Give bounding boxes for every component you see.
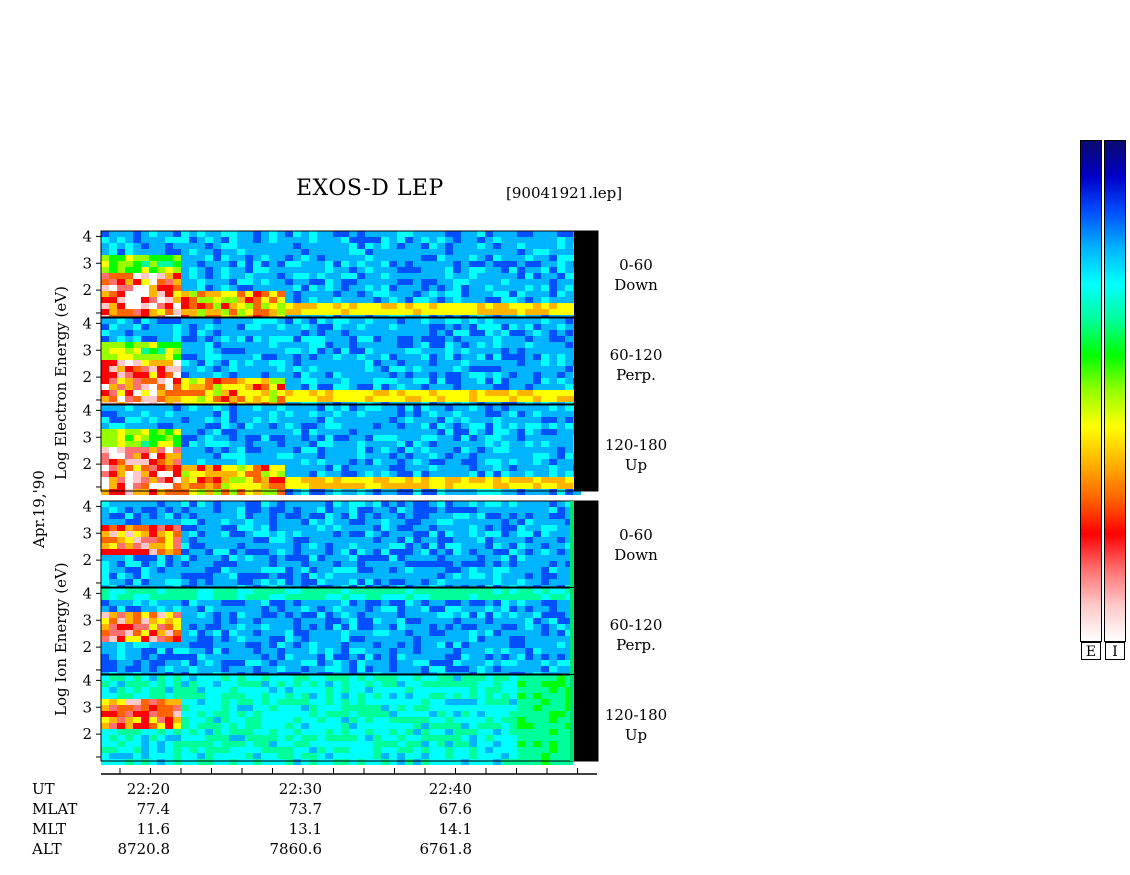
y-tick-label: 3: [82, 698, 92, 716]
spectrogram-panel-3: [100, 404, 599, 495]
y-tick-label: 2: [82, 281, 92, 299]
date-label: Apr.19,'90: [30, 470, 48, 548]
panel-3-direction: Up: [624, 456, 648, 474]
row-label-alt: ALT: [32, 840, 62, 858]
alt-value: 8720.8: [117, 840, 171, 858]
panel-5-angle: 60-120: [609, 616, 663, 634]
mlat-value: 73.7: [288, 800, 322, 818]
panel-2-angle: 60-120: [609, 346, 663, 364]
file-name: [90041921.lep]: [506, 184, 623, 202]
y-tick-label: 3: [82, 254, 92, 272]
panel-5-channel: 60-120 Perp.: [596, 615, 676, 655]
y-tick-label: 3: [82, 611, 92, 629]
panel-4-angle: 0-60: [619, 526, 653, 544]
y-tick-label: 2: [82, 455, 92, 473]
y-tick-label: 4: [82, 227, 92, 245]
ephemeris-column-1: 22:20 77.4 11.6 8720.8: [100, 779, 171, 859]
panel-2-channel: 60-120 Perp.: [596, 345, 676, 385]
row-label-mlat: MLAT: [32, 800, 78, 818]
panel-4-channel: 0-60 Down: [596, 525, 676, 565]
y-tick-label: 2: [82, 551, 92, 569]
ut-value: 22:40: [428, 780, 472, 798]
colorbar-label-electron: E: [1081, 642, 1101, 660]
mlat-value: 67.6: [438, 800, 472, 818]
spectrogram-panel-1: [100, 230, 599, 321]
panel-6-channel: 120-180 Up: [596, 705, 676, 745]
spectrogram-panel-6: [100, 674, 599, 765]
panel-6-angle: 120-180: [604, 706, 668, 724]
panel-1-channel: 0-60 Down: [596, 255, 676, 295]
panel-3-channel: 120-180 Up: [596, 435, 676, 475]
mlt-value: 13.1: [288, 820, 322, 838]
ut-value: 22:30: [278, 780, 322, 798]
mlt-value: 14.1: [438, 820, 472, 838]
y-tick-label: 4: [82, 314, 92, 332]
row-label-mlt: MLT: [32, 820, 67, 838]
y-tick-label: 4: [82, 401, 92, 419]
spectrogram-panel-5: [100, 587, 599, 678]
ion-colorbar: [1104, 140, 1126, 642]
row-label-ut: UT: [32, 780, 55, 798]
electron-y-axis-label: Log Electron Energy (eV): [52, 286, 70, 480]
panel-5-direction: Perp.: [616, 636, 656, 654]
y-tick-label: 2: [82, 368, 92, 386]
panel-3-angle: 120-180: [604, 436, 668, 454]
y-tick-label: 3: [82, 341, 92, 359]
panel-2-direction: Perp.: [616, 366, 656, 384]
panel-1-angle: 0-60: [619, 256, 653, 274]
y-tick-label: 4: [82, 584, 92, 602]
ion-y-axis-label: Log Ion Energy (eV): [52, 562, 70, 716]
alt-value: 7860.6: [269, 840, 323, 858]
panel-6-direction: Up: [624, 726, 648, 744]
y-tick-label: 3: [82, 428, 92, 446]
ut-value: 22:20: [126, 780, 170, 798]
panel-1-direction: Down: [614, 276, 658, 294]
ephemeris-row-labels: UT MLAT MLT ALT: [32, 779, 77, 859]
y-tick-label: 2: [82, 725, 92, 743]
ephemeris-column-3: 22:40 67.6 14.1 6761.8: [402, 779, 473, 859]
spectrogram-panel-4: [100, 500, 599, 591]
y-tick-label: 2: [82, 638, 92, 656]
electron-colorbar: [1080, 140, 1102, 642]
alt-value: 6761.8: [419, 840, 473, 858]
ephemeris-column-2: 22:30 73.7 13.1 7860.6: [252, 779, 323, 859]
panel-4-direction: Down: [614, 546, 658, 564]
y-tick-label: 3: [82, 524, 92, 542]
mlt-value: 11.6: [136, 820, 170, 838]
mlat-value: 77.4: [136, 800, 170, 818]
y-tick-label: 4: [82, 671, 92, 689]
y-tick-label: 4: [82, 497, 92, 515]
colorbar-label-ion: I: [1105, 642, 1125, 660]
spectrogram-panel-2: [100, 317, 599, 408]
chart-title: EXOS-D LEP: [296, 176, 444, 201]
